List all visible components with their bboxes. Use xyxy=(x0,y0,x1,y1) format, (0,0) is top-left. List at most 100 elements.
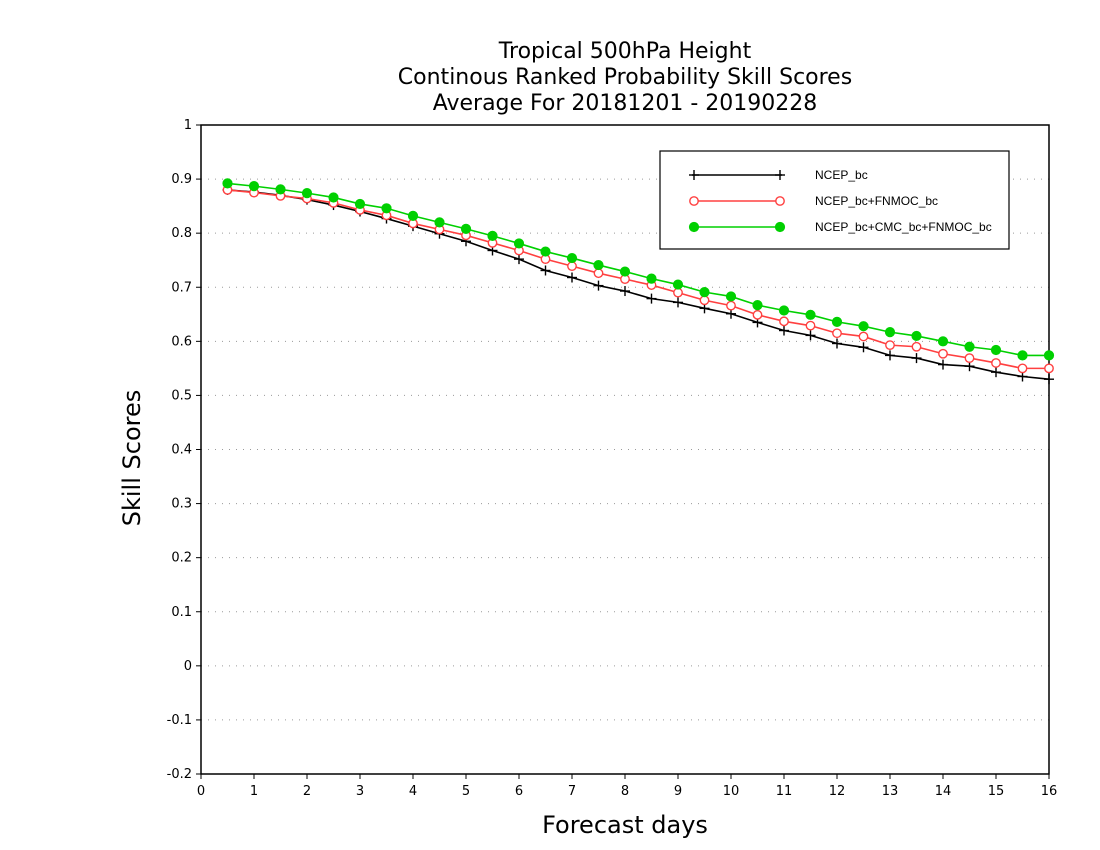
title-line-3: Average For 20181201 - 20190228 xyxy=(433,91,818,116)
x-tick-label: 5 xyxy=(462,784,470,799)
filled-circle-marker xyxy=(778,305,790,316)
x-tick-label: 3 xyxy=(356,784,364,799)
x-tick-label: 1 xyxy=(250,784,258,799)
filled-circle-marker xyxy=(460,223,472,234)
filled-circle-marker xyxy=(381,203,392,214)
legend-item: NCEP_bc xyxy=(689,168,868,182)
x-tick-label: 8 xyxy=(621,784,629,799)
open-circle-marker xyxy=(964,353,975,363)
y-tick-label: 0.7 xyxy=(171,280,192,295)
y-axis-title: Skill Scores xyxy=(118,390,146,527)
x-tick-label: 11 xyxy=(776,784,793,799)
series xyxy=(222,178,1055,385)
x-tick-label: 6 xyxy=(515,784,523,799)
open-circle-marker xyxy=(593,268,604,279)
filled-circle-marker xyxy=(354,198,366,210)
legend: NCEP_bc NCEP_bc+FNMOC_bc NCEP_bc+CMC_bc+FN… xyxy=(659,150,1010,250)
filled-circle-marker xyxy=(301,188,313,199)
x-tick-label: 9 xyxy=(674,784,682,799)
open-circle-marker xyxy=(885,340,895,351)
x-tick-label: 4 xyxy=(409,784,417,799)
open-circle-marker xyxy=(779,316,789,327)
filled-circle-marker xyxy=(1043,350,1055,361)
y-tick-label: -0.1 xyxy=(167,713,192,728)
open-circle-marker xyxy=(1017,363,1028,374)
filled-circle-marker xyxy=(688,221,700,233)
open-circle-marker xyxy=(805,320,816,331)
filled-circle-marker xyxy=(911,330,922,342)
x-tick-label: 16 xyxy=(1041,784,1058,799)
legend-label: NCEP_bc+FNMOC_bc xyxy=(815,194,938,208)
y-tick-label: 0 xyxy=(184,659,192,674)
open-circle-marker xyxy=(858,331,869,342)
filled-circle-marker xyxy=(805,309,816,320)
filled-circle-marker xyxy=(540,246,551,257)
filled-circle-marker xyxy=(328,192,339,203)
x-tick-label: 7 xyxy=(568,784,576,799)
x-tick-label: 12 xyxy=(829,784,846,799)
open-circle-marker xyxy=(775,196,785,206)
y-tick-label: 0.5 xyxy=(171,388,192,403)
y-tick-label: 0.9 xyxy=(171,172,192,187)
filled-circle-marker xyxy=(407,210,419,221)
open-circle-marker xyxy=(726,300,736,311)
open-circle-marker xyxy=(567,261,577,272)
open-circle-marker xyxy=(699,295,710,306)
x-tick-label: 15 xyxy=(988,784,1005,799)
x-tick-label: 13 xyxy=(882,784,899,799)
y-tick-label: 0.8 xyxy=(171,226,192,241)
legend-label: NCEP_bc xyxy=(815,168,868,182)
filled-circle-marker xyxy=(937,336,949,347)
y-tick-label: -0.2 xyxy=(167,767,192,782)
title-line-2: Continous Ranked Probability Skill Score… xyxy=(398,65,852,90)
open-circle-marker xyxy=(991,358,1001,368)
open-circle-marker xyxy=(752,309,763,320)
filled-circle-marker xyxy=(248,181,260,192)
x-tick-label: 2 xyxy=(303,784,311,799)
open-circle-marker xyxy=(1044,363,1054,374)
grid xyxy=(201,178,1049,721)
filled-circle-marker xyxy=(619,266,631,277)
legend-item: NCEP_bc+CMC_bc+FNMOC_bc xyxy=(688,220,992,234)
filled-circle-marker xyxy=(672,279,684,290)
filled-circle-marker xyxy=(222,178,233,189)
filled-circle-marker xyxy=(487,230,498,241)
filled-circle-marker xyxy=(964,341,975,352)
y-tick-label: 0.6 xyxy=(171,334,192,349)
filled-circle-marker xyxy=(699,287,710,298)
axis-ticks: -0.2-0.100.10.20.30.40.50.60.70.80.910 1 2… xyxy=(167,118,1058,799)
filled-circle-marker xyxy=(858,321,869,332)
filled-circle-marker xyxy=(1017,350,1028,361)
x-tick-label: 10 xyxy=(723,784,740,799)
filled-circle-marker xyxy=(513,238,525,249)
filled-circle-marker xyxy=(725,291,737,302)
filled-circle-marker xyxy=(593,259,604,271)
filled-circle-marker xyxy=(566,252,578,264)
x-tick-label: 0 xyxy=(197,784,205,799)
y-tick-label: 0.4 xyxy=(171,443,192,458)
series-2 xyxy=(222,178,1055,361)
y-tick-label: 1 xyxy=(184,118,192,133)
open-circle-marker xyxy=(832,328,842,339)
x-tick-label: 14 xyxy=(935,784,952,799)
filled-circle-marker xyxy=(990,344,1002,356)
y-tick-label: 0.3 xyxy=(171,497,192,512)
legend-item: NCEP_bc+FNMOC_bc xyxy=(689,194,938,208)
filled-circle-marker xyxy=(434,217,445,228)
title-line-1: Tropical 500hPa Height xyxy=(498,39,752,64)
legend-box xyxy=(659,150,1010,250)
y-tick-label: 0.2 xyxy=(171,551,192,566)
open-circle-marker xyxy=(673,287,683,298)
filled-circle-marker xyxy=(884,327,896,338)
filled-circle-marker xyxy=(774,221,786,233)
open-circle-marker xyxy=(689,196,699,206)
legend-label: NCEP_bc+CMC_bc+FNMOC_bc xyxy=(815,220,992,234)
y-tick-label: 0.1 xyxy=(171,605,192,620)
filled-circle-marker xyxy=(275,184,286,195)
open-circle-marker xyxy=(911,341,922,352)
filled-circle-marker xyxy=(646,273,657,284)
open-circle-marker xyxy=(938,348,948,359)
x-axis-title: Forecast days xyxy=(542,811,708,839)
